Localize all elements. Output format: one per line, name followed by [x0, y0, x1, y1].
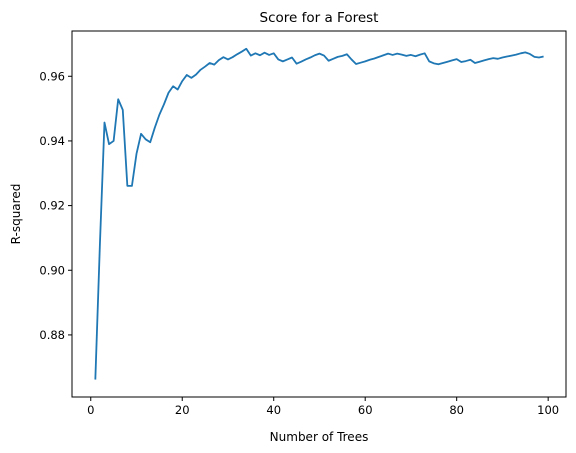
x-tick-label: 100	[537, 403, 559, 417]
series-line	[94, 47, 544, 380]
x-axis-ticks: 0 20 40 60 80 100	[87, 397, 559, 417]
chart-title: Score for a Forest	[260, 10, 379, 26]
y-axis-label: R-squared	[9, 184, 23, 245]
x-tick-label: 80	[449, 403, 464, 417]
y-axis-ticks: 0.88 0.90 0.92 0.94 0.96	[39, 69, 72, 342]
x-axis-label: Number of Trees	[270, 430, 369, 444]
y-tick-label: 0.96	[39, 69, 65, 83]
y-tick-label: 0.90	[39, 263, 65, 277]
y-tick-label: 0.88	[39, 328, 65, 342]
y-tick-label: 0.94	[39, 134, 65, 148]
plot-area	[71, 30, 567, 398]
series-group	[94, 47, 544, 380]
x-tick-label: 0	[87, 403, 94, 417]
x-tick-label: 60	[358, 403, 373, 417]
y-tick-label: 0.92	[39, 199, 65, 213]
x-tick-label: 20	[175, 403, 190, 417]
x-tick-label: 40	[266, 403, 281, 417]
